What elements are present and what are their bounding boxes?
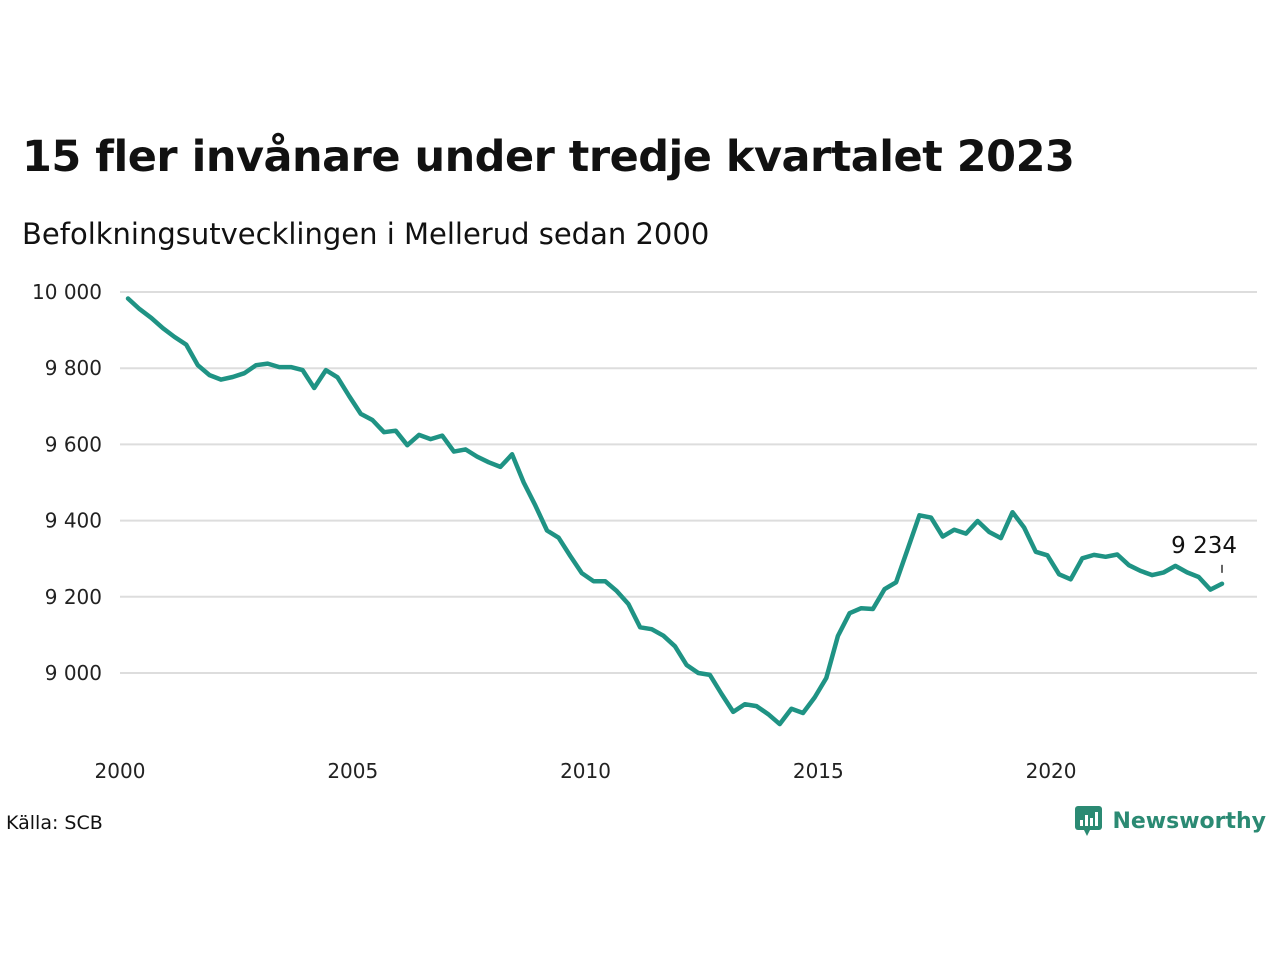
x-tick-label: 2005 <box>327 759 378 783</box>
y-tick-label: 9 400 <box>45 509 102 533</box>
gridlines <box>120 291 1257 674</box>
brand-logo: Newsworthy <box>1074 804 1266 838</box>
data-series <box>125 296 1225 727</box>
y-axis-ticks: 10 000 9 800 9 600 9 400 9 200 9 000 <box>32 280 102 685</box>
x-tick-label: 2010 <box>560 759 611 783</box>
source-note: Källa: SCB <box>6 812 103 834</box>
x-tick-label: 2000 <box>95 759 146 783</box>
chart-subtitle: Befolkningsutvecklingen i Mellerud sedan… <box>22 217 710 251</box>
x-tick-label: 2015 <box>793 759 844 783</box>
y-tick-label: 9 200 <box>45 585 102 609</box>
chart-title: 15 fler invånare under tredje kvartalet … <box>22 132 1075 182</box>
newsworthy-logo-icon <box>1075 806 1103 836</box>
y-tick-label: 9 600 <box>45 432 102 456</box>
value-annotation: 9 234 <box>1171 533 1237 573</box>
y-tick-label: 9 000 <box>45 661 102 685</box>
y-tick-label: 10 000 <box>32 280 102 304</box>
y-tick-label: 9 800 <box>45 356 102 380</box>
series-line <box>125 296 1225 727</box>
annotation-label: 9 234 <box>1171 533 1237 559</box>
x-tick-label: 2020 <box>1026 759 1077 783</box>
brand-name: Newsworthy <box>1112 808 1266 834</box>
x-axis-ticks: 2000 2005 2010 2015 2020 <box>95 759 1077 783</box>
